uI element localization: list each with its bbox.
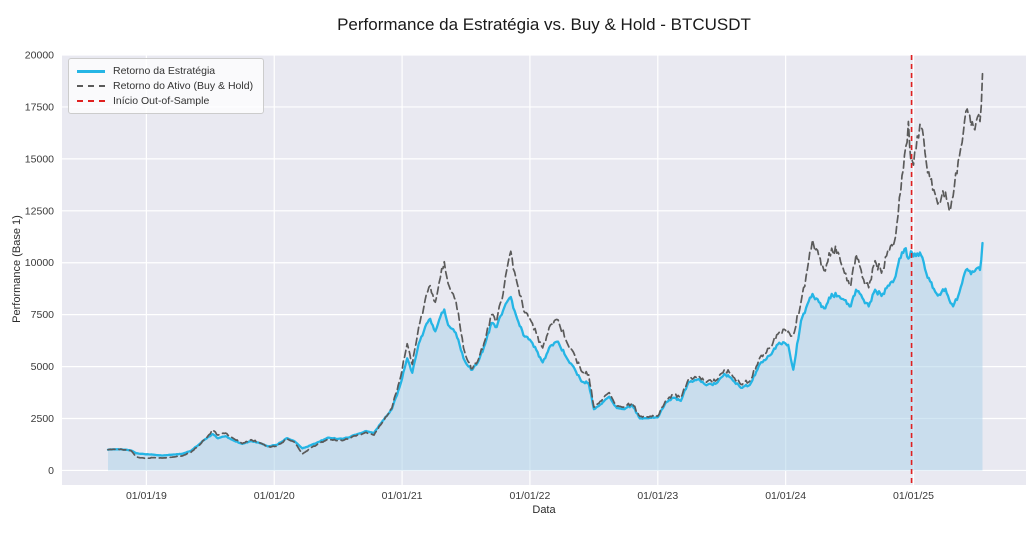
y-tick-label: 0 bbox=[48, 465, 54, 477]
legend-label-strategy: Retorno da Estratégia bbox=[113, 65, 216, 77]
y-tick-label: 17500 bbox=[25, 101, 54, 113]
y-tick-label: 15000 bbox=[25, 153, 54, 165]
legend: Retorno da Estratégia Retorno do Ativo (… bbox=[68, 58, 265, 114]
x-tick-label: 01/01/19 bbox=[126, 490, 167, 502]
y-tick-label: 20000 bbox=[25, 50, 54, 62]
strategy-line-swatch-icon bbox=[77, 69, 105, 73]
y-tick-label: 5000 bbox=[31, 361, 55, 373]
legend-item-strategy: Retorno da Estratégia bbox=[77, 65, 253, 77]
legend-item-buyhold: Retorno do Ativo (Buy & Hold) bbox=[77, 80, 253, 92]
y-tick-label: 2500 bbox=[31, 413, 55, 425]
legend-item-oos: Início Out-of-Sample bbox=[77, 95, 253, 107]
y-axis-label: Performance (Base 1) bbox=[11, 215, 23, 323]
legend-label-buyhold: Retorno do Ativo (Buy & Hold) bbox=[113, 80, 254, 92]
x-axis-label: Data bbox=[532, 504, 556, 516]
legend-label-oos: Início Out-of-Sample bbox=[113, 95, 210, 107]
x-tick-label: 01/01/23 bbox=[637, 490, 678, 502]
y-tick-label: 10000 bbox=[25, 257, 54, 269]
x-tick-label: 01/01/24 bbox=[765, 490, 806, 502]
y-tick-label: 12500 bbox=[25, 205, 54, 217]
x-tick-label: 01/01/25 bbox=[893, 490, 934, 502]
x-tick-label: 01/01/22 bbox=[509, 490, 550, 502]
strategy-fill-area bbox=[108, 243, 983, 471]
x-tick-label: 01/01/21 bbox=[382, 490, 423, 502]
x-tick-label: 01/01/20 bbox=[254, 490, 295, 502]
oos-line-swatch-icon bbox=[77, 100, 105, 102]
buyhold-line-swatch-icon bbox=[77, 85, 105, 87]
buyhold-line bbox=[107, 72, 984, 460]
chart-title: Performance da Estratégia vs. Buy & Hold… bbox=[337, 15, 751, 34]
y-tick-label: 7500 bbox=[31, 309, 55, 321]
